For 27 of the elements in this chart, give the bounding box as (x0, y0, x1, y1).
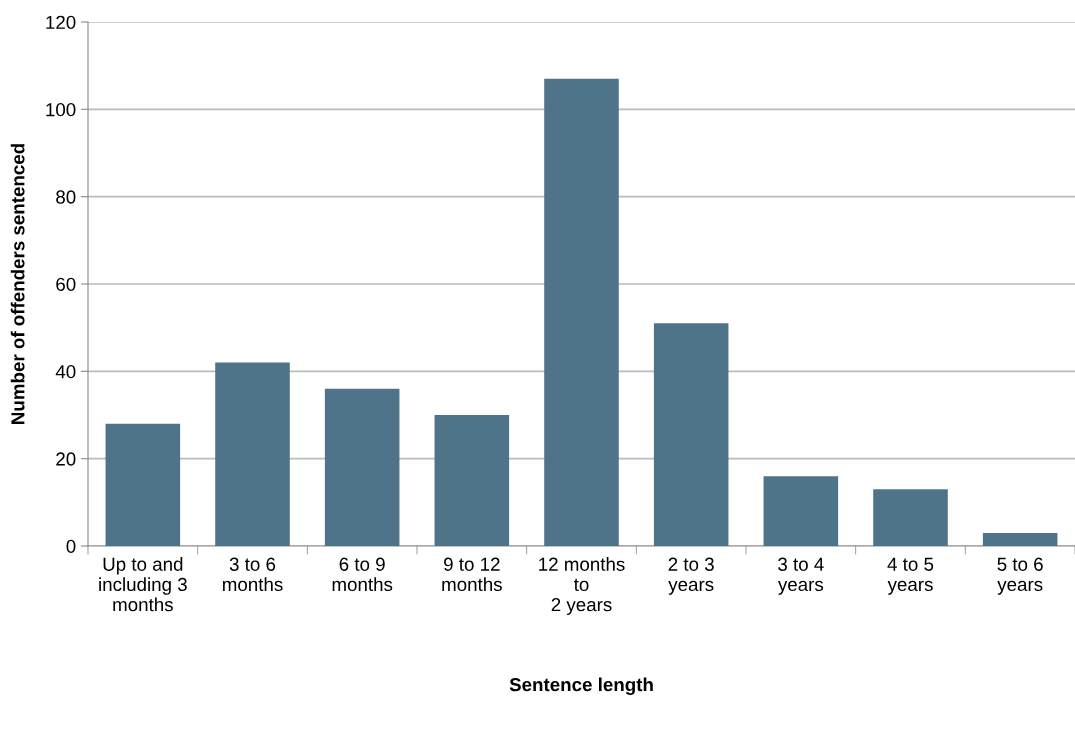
x-tick-label: Up to and including 3 months (99, 557, 187, 612)
y-tick-label: 40 (55, 365, 76, 379)
y-tick-label: 80 (56, 190, 76, 204)
bar (215, 362, 290, 546)
x-tick-label: 2 to 3 years (668, 557, 714, 595)
bar (324, 388, 400, 546)
x-tick-label: 5 to 6 years (997, 557, 1043, 595)
y-tick-label: 60 (56, 277, 76, 291)
x-axis-title: Sentence length (509, 677, 653, 696)
x-tick-label: 12 months to 2 years (539, 557, 625, 615)
bar (763, 476, 839, 546)
y-tick-label: 0 (66, 539, 76, 553)
y-tick-label: 120 (46, 15, 76, 29)
bar (653, 323, 729, 546)
bar (434, 415, 510, 546)
bar (105, 423, 181, 546)
bar (873, 489, 948, 546)
bar (982, 532, 1058, 546)
x-tick-label: 3 to 4 years (777, 557, 824, 595)
x-tick-label: 9 to 12 months (442, 557, 502, 592)
y-tick-label: 20 (56, 452, 76, 466)
x-tick-label: 6 to 9 months (332, 557, 393, 592)
y-axis-title: Number of offenders sentenced (10, 144, 25, 424)
bar (544, 78, 619, 546)
y-tick-label: 100 (46, 103, 76, 117)
x-tick-label: 3 to 6 months (223, 557, 283, 592)
x-tick-label: 4 to 5 years (887, 557, 934, 595)
